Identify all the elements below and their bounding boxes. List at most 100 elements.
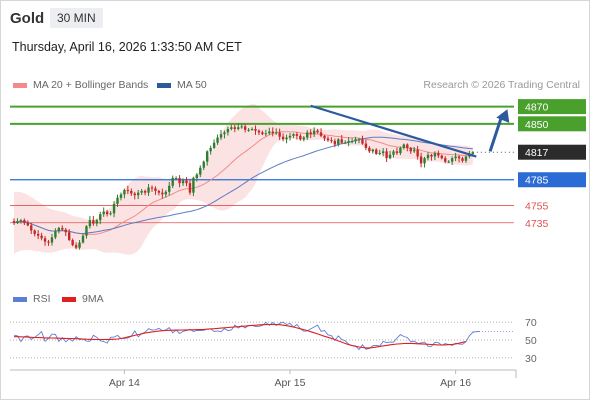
candle: [461, 156, 464, 163]
candle-body: [340, 139, 343, 143]
candle-body: [268, 131, 271, 134]
candle-body: [119, 194, 123, 198]
candle-body: [392, 151, 395, 155]
candle-body: [174, 178, 178, 180]
candle-body: [157, 190, 161, 193]
candle: [371, 148, 374, 154]
trendline: [310, 104, 477, 158]
candle-body: [68, 232, 71, 240]
candle-body: [109, 213, 112, 215]
candle-body: [202, 161, 205, 168]
candle-body: [71, 239, 74, 246]
candle-body: [447, 161, 450, 163]
candle: [40, 232, 43, 241]
candle-body: [85, 226, 88, 236]
level-label-4870: 4870: [518, 99, 586, 115]
projection-arrowhead: [496, 109, 510, 123]
candle: [130, 188, 133, 196]
candle-body: [281, 136, 285, 140]
candle: [209, 145, 212, 155]
ma50-line: [13, 136, 473, 235]
candle-body: [137, 192, 140, 196]
rsi-line: [13, 321, 480, 351]
candle-body: [126, 190, 130, 192]
candle-body: [233, 127, 236, 129]
candle-body: [444, 158, 447, 162]
level-label-text: 4850: [525, 119, 549, 131]
candle-body: [375, 149, 378, 154]
candle: [233, 124, 236, 133]
candle-body: [57, 227, 61, 232]
candle: [457, 155, 461, 163]
candle: [268, 127, 271, 135]
candle: [326, 136, 330, 142]
candle-body: [302, 137, 305, 140]
candle-body: [195, 174, 199, 179]
candle-body: [243, 126, 247, 130]
candle-body: [143, 190, 147, 193]
candle: [416, 145, 419, 160]
candle: [447, 160, 450, 163]
candle-body: [423, 158, 426, 164]
candle-body: [88, 220, 92, 227]
candle: [174, 176, 178, 180]
legend-rsi-label: RSI: [33, 293, 51, 305]
candle-body: [12, 221, 16, 223]
candle-body: [164, 191, 167, 195]
candle-body: [130, 190, 133, 194]
candle: [161, 188, 164, 199]
candle-body: [323, 135, 326, 139]
level-label-4735: 4735: [525, 218, 549, 230]
candle: [312, 127, 316, 137]
candle-body: [219, 134, 223, 138]
candle: [133, 191, 136, 200]
candle: [171, 175, 174, 189]
candle-body: [116, 197, 119, 204]
candle: [92, 215, 95, 226]
candle-body: [181, 180, 185, 184]
timeframe-selector[interactable]: 30 MIN: [50, 8, 103, 28]
candle: [271, 127, 274, 137]
candle-body: [361, 139, 364, 144]
candle: [316, 128, 319, 134]
x-tick-label: Apr 15: [275, 377, 306, 389]
candle: [250, 127, 254, 131]
level-label-text: 4817: [525, 147, 549, 159]
candle: [119, 192, 123, 201]
candle: [74, 242, 78, 250]
candle: [30, 222, 33, 234]
candle-body: [30, 225, 33, 231]
candle-body: [430, 154, 433, 157]
candle: [433, 151, 437, 161]
candle-body: [344, 142, 347, 144]
candle: [409, 146, 412, 154]
instrument-title: Gold: [10, 10, 45, 27]
candle-body: [450, 158, 454, 162]
candle: [299, 133, 302, 141]
candle-body: [316, 130, 319, 133]
candle: [123, 188, 126, 199]
candle-body: [185, 180, 188, 184]
candle-body: [192, 178, 195, 193]
candle: [240, 123, 243, 129]
candle: [147, 183, 150, 196]
candle-body: [457, 156, 461, 159]
candle: [264, 129, 268, 137]
candle: [361, 135, 364, 145]
level-label-4785: 4785: [518, 172, 586, 188]
candle: [68, 229, 71, 242]
candle-body: [395, 151, 399, 154]
candle: [199, 165, 202, 178]
candle: [340, 135, 343, 144]
candle-body: [278, 132, 281, 137]
candle: [281, 133, 285, 142]
legend-bollinger-label: MA 20 + Bollinger Bands: [33, 79, 149, 91]
candle: [309, 129, 312, 139]
candles: [12, 123, 475, 250]
candle-body: [371, 149, 374, 152]
candle-body: [99, 214, 102, 221]
candle: [112, 201, 116, 218]
candle: [12, 218, 16, 226]
candle-body: [402, 144, 406, 148]
